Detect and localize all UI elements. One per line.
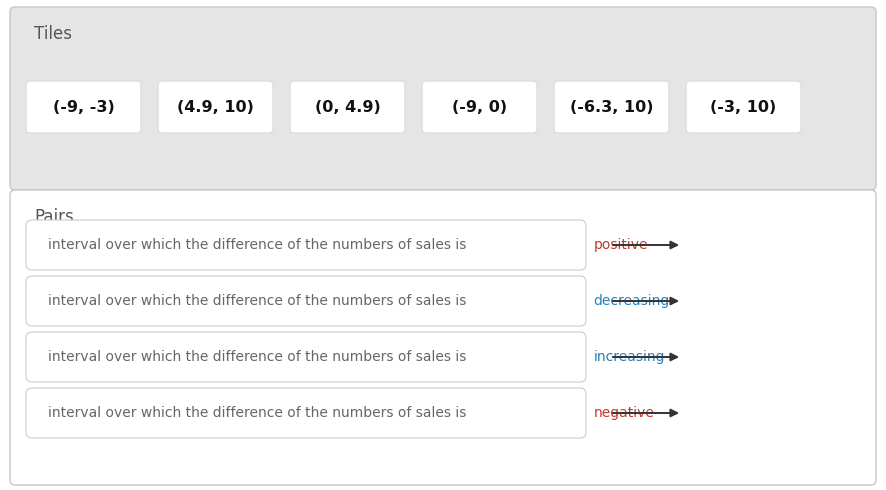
Text: (-9, 0): (-9, 0) xyxy=(452,99,507,115)
Text: (-9, -3): (-9, -3) xyxy=(52,99,114,115)
FancyBboxPatch shape xyxy=(10,190,876,485)
Text: Pairs: Pairs xyxy=(34,208,74,226)
Text: interval over which the difference of the numbers of sales is: interval over which the difference of th… xyxy=(48,350,470,364)
FancyBboxPatch shape xyxy=(422,81,537,133)
Text: interval over which the difference of the numbers of sales is: interval over which the difference of th… xyxy=(48,238,470,252)
FancyBboxPatch shape xyxy=(290,81,405,133)
Text: (-6.3, 10): (-6.3, 10) xyxy=(570,99,653,115)
Text: (4.9, 10): (4.9, 10) xyxy=(177,99,254,115)
FancyBboxPatch shape xyxy=(26,220,586,270)
Text: positive: positive xyxy=(594,238,648,252)
FancyBboxPatch shape xyxy=(26,388,586,438)
FancyBboxPatch shape xyxy=(10,7,876,190)
FancyBboxPatch shape xyxy=(686,81,801,133)
FancyBboxPatch shape xyxy=(158,81,273,133)
Text: interval over which the difference of the numbers of sales is: interval over which the difference of th… xyxy=(48,294,470,308)
Text: (0, 4.9): (0, 4.9) xyxy=(315,99,380,115)
Text: interval over which the difference of the numbers of sales is: interval over which the difference of th… xyxy=(48,406,470,420)
Text: increasing: increasing xyxy=(594,350,665,364)
FancyBboxPatch shape xyxy=(26,81,141,133)
Text: negative: negative xyxy=(594,406,655,420)
Text: Tiles: Tiles xyxy=(34,25,72,43)
FancyBboxPatch shape xyxy=(554,81,669,133)
Text: decreasing: decreasing xyxy=(594,294,670,308)
Text: (-3, 10): (-3, 10) xyxy=(711,99,777,115)
FancyBboxPatch shape xyxy=(26,276,586,326)
FancyBboxPatch shape xyxy=(26,332,586,382)
